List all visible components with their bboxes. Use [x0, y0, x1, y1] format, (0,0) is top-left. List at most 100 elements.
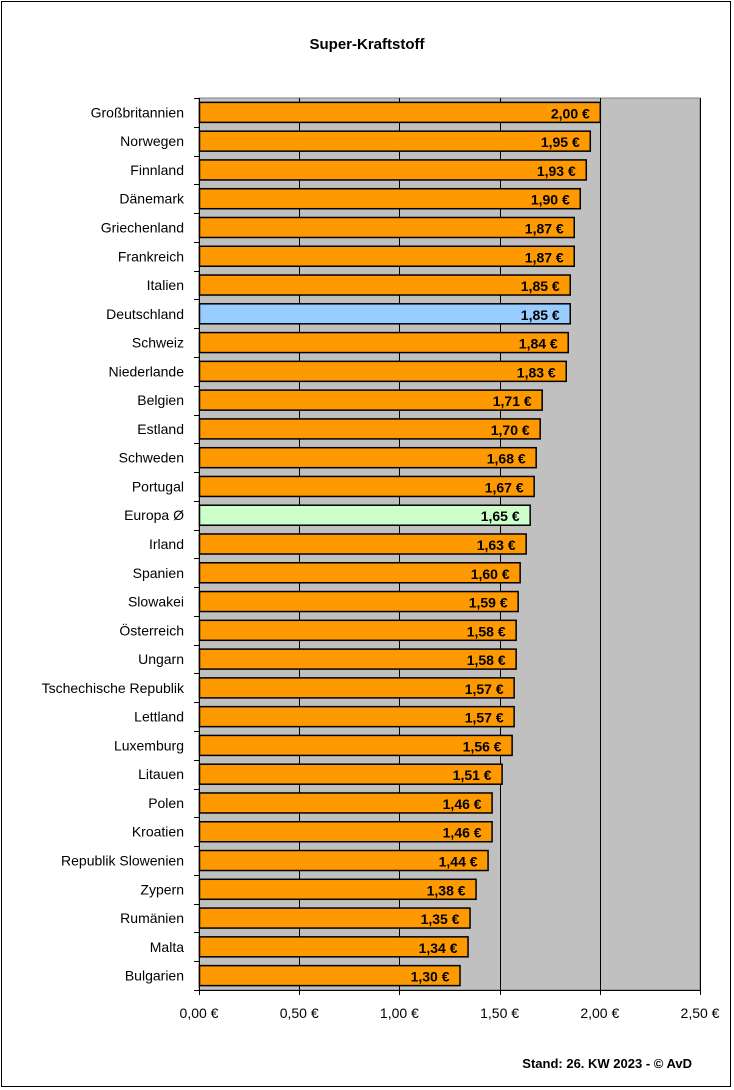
data-label: 1,38 € [427, 882, 466, 898]
bar [198, 216, 575, 239]
bar [198, 619, 517, 642]
category-label: Griechenland [101, 219, 184, 235]
data-label: 1,35 € [421, 911, 460, 927]
bar [198, 187, 582, 210]
bar [198, 792, 493, 814]
category-label: Tschechische Republik [42, 680, 185, 696]
bar [198, 878, 477, 901]
data-label: 1,83 € [517, 364, 556, 380]
category-label: Großbritannien [91, 104, 184, 120]
data-label: 2,00 € [551, 105, 590, 121]
x-tick-label: 2,00 € [580, 1005, 619, 1021]
bar [198, 101, 602, 124]
category-label: Estland [137, 421, 184, 437]
x-tick-label: 0,50 € [280, 1005, 319, 1021]
x-tick-label: 2,50 € [681, 1005, 720, 1021]
data-label: 1,58 € [467, 623, 506, 639]
x-tick-label: 1,00 € [380, 1005, 419, 1021]
bar [198, 389, 543, 411]
data-label: 1,71 € [493, 393, 532, 409]
data-label: 1,57 € [465, 681, 504, 697]
category-label: Zypern [140, 881, 184, 897]
bar [198, 274, 571, 296]
category-label: Malta [150, 939, 184, 955]
category-label: Schweden [119, 450, 184, 466]
bar [198, 820, 493, 843]
category-label: Niederlande [109, 363, 185, 379]
category-label: Slowakei [128, 594, 184, 610]
data-label: 1,60 € [471, 566, 510, 582]
data-label: 1,84 € [519, 336, 558, 352]
bar [198, 418, 541, 440]
data-label: 1,58 € [467, 652, 506, 668]
data-label: 1,95 € [541, 134, 580, 150]
category-label: Finnland [130, 162, 184, 178]
bar [198, 303, 571, 325]
data-label: 1,87 € [525, 249, 564, 265]
bar [198, 331, 569, 354]
category-label: Portugal [132, 478, 184, 494]
data-label: 1,63 € [477, 537, 516, 553]
data-label: 1,90 € [531, 192, 570, 208]
bar [198, 562, 521, 584]
category-label: Spanien [133, 565, 184, 581]
data-label: 1,59 € [469, 595, 508, 611]
category-label: Europa Ø [124, 507, 184, 523]
category-label: Frankreich [118, 248, 184, 264]
data-label: 1,51 € [453, 767, 492, 783]
data-label: 1,46 € [443, 796, 482, 812]
data-label: 1,44 € [439, 854, 478, 870]
category-label: Dänemark [119, 191, 185, 207]
footer-source: Stand: 26. KW 2023 - © AvD [522, 1056, 692, 1071]
bar [198, 446, 537, 469]
bar [198, 590, 519, 613]
category-label: Polen [148, 795, 184, 811]
category-label: Kroatien [132, 824, 184, 840]
category-label: Republik Slowenien [61, 853, 184, 869]
category-label: Rumänien [120, 910, 184, 926]
data-label: 1,65 € [481, 508, 520, 524]
bar [198, 763, 503, 785]
data-label: 1,68 € [487, 451, 526, 467]
bar [198, 936, 469, 958]
category-label: Italien [147, 277, 184, 293]
bar [198, 705, 515, 728]
data-label: 1,57 € [465, 710, 504, 726]
bar [198, 677, 515, 699]
data-label: 1,67 € [485, 479, 524, 495]
bar [198, 734, 513, 757]
bar [198, 907, 471, 929]
category-label: Luxemburg [114, 737, 184, 753]
data-label: 1,85 € [521, 278, 560, 294]
data-label: 1,46 € [443, 825, 482, 841]
bar [198, 648, 517, 670]
data-label: 1,87 € [525, 220, 564, 236]
bar [198, 964, 461, 987]
category-label: Lettland [134, 709, 184, 725]
bar [198, 159, 588, 181]
bar [198, 475, 535, 498]
bar [198, 130, 592, 152]
bar [198, 360, 567, 383]
x-tick-label: 1,50 € [480, 1005, 519, 1021]
data-label: 1,70 € [491, 422, 530, 438]
bar [198, 245, 575, 268]
category-label: Norwegen [120, 133, 184, 149]
category-label: Schweiz [132, 335, 184, 351]
category-label: Bulgarien [125, 968, 184, 984]
category-label: Ungarn [138, 651, 184, 667]
category-label: Österreich [119, 621, 184, 638]
bar [198, 849, 489, 872]
chart-title: Super-Kraftstoff [309, 36, 425, 53]
category-label: Belgien [137, 392, 184, 408]
data-label: 1,30 € [411, 969, 450, 985]
data-label: 1,34 € [419, 940, 458, 956]
category-label: Irland [149, 536, 184, 552]
category-label: Litauen [138, 766, 184, 782]
data-label: 1,56 € [463, 738, 502, 754]
data-label: 1,93 € [537, 163, 576, 179]
bar [198, 504, 531, 526]
x-tick-label: 0,00 € [180, 1005, 219, 1021]
bar [198, 533, 527, 555]
